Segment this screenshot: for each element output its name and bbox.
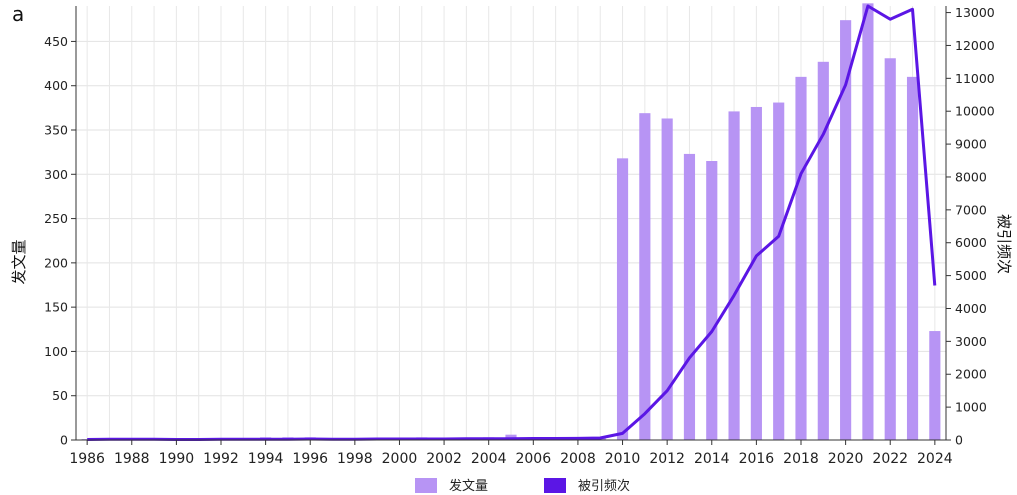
bar-series bbox=[81, 3, 941, 441]
y-tick-label-left: 400 bbox=[44, 78, 68, 93]
x-tick-label: 2010 bbox=[605, 451, 641, 467]
y-tick-label-right: 12000 bbox=[955, 38, 995, 53]
bar bbox=[884, 58, 896, 440]
y-tick-label-left: 150 bbox=[44, 300, 68, 315]
bar bbox=[840, 20, 852, 441]
legend: 发文量 被引频次 bbox=[415, 478, 630, 494]
y-tick-label-right: 10000 bbox=[955, 104, 995, 119]
citation-line bbox=[87, 4, 937, 441]
x-tick-label: 1990 bbox=[159, 451, 195, 467]
y-tick-label-right: 6000 bbox=[955, 235, 987, 250]
y-tick-label-left: 200 bbox=[44, 255, 68, 270]
bar bbox=[616, 158, 629, 441]
y-axis-left-title: 发文量 bbox=[10, 239, 28, 284]
x-tick-label: 1998 bbox=[337, 451, 373, 467]
left-y-ticks: 0 50 100 150 200 250 300 350 400 450 bbox=[44, 34, 76, 448]
y-tick-label-left: 300 bbox=[44, 167, 68, 182]
x-tick-label: 2002 bbox=[426, 451, 462, 467]
y-tick-label-left: 350 bbox=[44, 123, 68, 138]
grid bbox=[76, 6, 946, 441]
x-tick-label: 2020 bbox=[828, 451, 864, 467]
y-axis-right-title: 被引频次 bbox=[995, 214, 1013, 274]
bar bbox=[639, 113, 651, 441]
y-tick-label-right: 3000 bbox=[955, 334, 987, 349]
bar bbox=[817, 61, 829, 441]
x-ticks: 1986 1988 1990 1992 1994 1996 1998 2000 2002 2004… bbox=[69, 440, 953, 467]
x-tick-label: 1994 bbox=[248, 451, 284, 467]
x-tick-label: 2008 bbox=[560, 451, 596, 467]
y-tick-label-left: 450 bbox=[44, 34, 68, 49]
y-tick-label-right: 5000 bbox=[955, 268, 987, 283]
x-tick-label: 2014 bbox=[694, 451, 730, 467]
y-tick-label-right: 11000 bbox=[955, 71, 995, 86]
y-tick-label-right: 0 bbox=[955, 433, 963, 448]
y-tick-label-right: 1000 bbox=[955, 400, 987, 415]
x-tick-label: 2012 bbox=[649, 451, 685, 467]
x-tick-label: 1988 bbox=[114, 451, 150, 467]
bar bbox=[683, 153, 696, 440]
bar bbox=[906, 76, 919, 440]
x-tick-label: 1986 bbox=[69, 451, 105, 467]
y-tick-label-right: 4000 bbox=[955, 301, 987, 316]
bar bbox=[750, 106, 762, 440]
right-y-ticks: 0 1000 2000 3000 4000 5000 6000 7000 8000 9000 100… bbox=[946, 5, 995, 448]
x-tick-label: 2006 bbox=[515, 451, 551, 467]
y-tick-label-left: 250 bbox=[44, 211, 68, 226]
y-tick-label-right: 9000 bbox=[955, 137, 987, 152]
y-tick-label-left: 100 bbox=[44, 344, 68, 359]
y-tick-label-left: 50 bbox=[52, 388, 68, 403]
bar bbox=[773, 102, 785, 441]
y-tick-label-right: 2000 bbox=[955, 367, 987, 382]
x-tick-label: 2022 bbox=[872, 451, 908, 467]
x-tick-label: 2018 bbox=[783, 451, 819, 467]
x-tick-label: 1992 bbox=[203, 451, 239, 467]
x-tick-label: 1996 bbox=[292, 451, 328, 467]
x-tick-label: 2004 bbox=[471, 451, 507, 467]
panel-label: a bbox=[12, 2, 24, 26]
bar bbox=[661, 118, 673, 440]
x-tick-label: 2024 bbox=[917, 451, 953, 467]
legend-label-line: 被引频次 bbox=[578, 478, 630, 494]
bar bbox=[929, 331, 941, 440]
x-tick-label: 2016 bbox=[739, 451, 775, 467]
y-tick-label-right: 13000 bbox=[955, 5, 995, 20]
legend-swatch-bar bbox=[415, 478, 437, 493]
legend-label-bar: 发文量 bbox=[449, 478, 488, 494]
y-tick-label-right: 7000 bbox=[955, 202, 987, 217]
y-tick-label-left: 0 bbox=[60, 433, 68, 448]
bar bbox=[706, 161, 718, 440]
bar bbox=[728, 111, 740, 441]
bar bbox=[862, 3, 874, 440]
x-tick-label: 2000 bbox=[382, 451, 418, 467]
y-tick-label-right: 8000 bbox=[955, 169, 987, 184]
line-series bbox=[87, 4, 937, 441]
legend-swatch-line bbox=[544, 478, 566, 493]
bar bbox=[795, 76, 807, 440]
